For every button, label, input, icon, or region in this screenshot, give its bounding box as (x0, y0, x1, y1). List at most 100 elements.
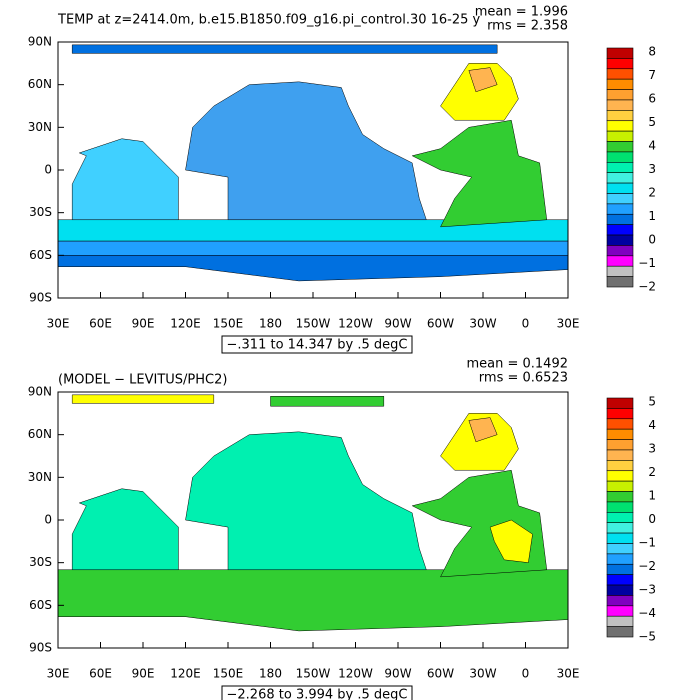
colorbar-box (606, 418, 634, 430)
colorbar-label: 7 (648, 68, 656, 82)
ocean-field (411, 119, 548, 228)
colorbar-label: −2 (638, 559, 656, 573)
colorbar-box (606, 99, 634, 111)
colorbar-box (606, 532, 634, 544)
x-tick-label: 30E (47, 667, 70, 681)
x-tick-label: 60W (427, 667, 454, 681)
x-tick-label: 60E (89, 667, 112, 681)
colorbar-box (606, 172, 634, 184)
colorbar-box (606, 162, 634, 173)
x-tick-label: 30W (469, 317, 496, 331)
y-tick-label: 90N (28, 385, 52, 399)
x-tick-label: 90W (384, 667, 411, 681)
x-tick-label: 150E (213, 317, 244, 331)
colorbar-label: 6 (648, 92, 656, 106)
x-tick-label: 30E (557, 667, 580, 681)
x-tick-label: 0 (522, 317, 530, 331)
x-tick-label: 180 (259, 317, 282, 331)
y-tick-label: 90S (29, 291, 52, 305)
x-tick-label: 120W (338, 667, 373, 681)
colorbar-box (606, 120, 634, 132)
colorbar-box (606, 110, 634, 122)
colorbar-box (606, 245, 634, 257)
colorbar-box (606, 543, 634, 555)
x-tick-label: 120E (170, 317, 201, 331)
colorbar-label: −1 (638, 256, 656, 270)
x-tick-label: 30E (557, 317, 580, 331)
colorbar-box (606, 605, 634, 617)
colorbar-label: 2 (648, 186, 656, 200)
y-tick-label: 90N (28, 35, 52, 49)
colorbar-box (606, 255, 634, 267)
colorbar-box (606, 501, 634, 513)
ocean-field (270, 396, 385, 407)
colorbar-box (606, 151, 634, 163)
ocean-field (440, 63, 519, 121)
range-box (221, 335, 413, 354)
colorbar-label: 2 (648, 465, 656, 479)
colorbar-box (606, 439, 634, 451)
x-tick-label: 30W (469, 667, 496, 681)
colorbar-label: 5 (648, 395, 656, 409)
colorbar-box (606, 408, 634, 420)
colorbar-box (606, 512, 634, 523)
x-tick-label: 120W (338, 317, 373, 331)
x-tick-label: 180 (259, 667, 282, 681)
x-tick-label: 60W (427, 317, 454, 331)
y-tick-label: 30S (29, 205, 52, 219)
ocean-field (468, 67, 498, 93)
colorbar-label: 0 (648, 233, 656, 247)
colorbar-box (606, 78, 634, 90)
y-tick-label: 60N (28, 427, 52, 441)
ocean-field (57, 569, 569, 632)
colorbar-label: 8 (648, 45, 656, 59)
colorbar-label: −4 (638, 606, 656, 620)
x-tick-label: 90E (132, 317, 155, 331)
colorbar-label: 3 (648, 442, 656, 456)
y-tick-label: 60N (28, 77, 52, 91)
y-tick-label: 60S (29, 248, 52, 262)
rms-label: rms = 0.6523 (479, 371, 568, 386)
colorbar-label: 5 (648, 115, 656, 129)
colorbar-box (606, 47, 634, 59)
x-tick-label: 150W (296, 317, 331, 331)
colorbar-label: 1 (648, 209, 656, 223)
ocean-field (71, 394, 215, 404)
ocean-field (57, 255, 569, 282)
colorbar-box (606, 574, 634, 586)
colorbar-box (606, 141, 634, 153)
colorbar-box (606, 428, 634, 440)
colorbar-box (606, 615, 634, 627)
ocean-field (440, 413, 519, 471)
colorbar-label: −3 (638, 583, 656, 597)
ocean-field (71, 488, 179, 571)
colorbar-label: −5 (638, 630, 656, 644)
colorbar-label: 1 (648, 489, 656, 503)
ocean-field (489, 519, 533, 563)
colorbar-label: 4 (648, 418, 656, 432)
x-tick-label: 30E (47, 317, 70, 331)
colorbar-box (606, 522, 634, 534)
colorbar-label: 0 (648, 512, 656, 526)
colorbar-box (606, 397, 634, 409)
y-tick-label: 0 (44, 163, 52, 177)
colorbar-box (606, 213, 634, 225)
x-tick-label: 90E (132, 667, 155, 681)
x-tick-label: 90W (384, 317, 411, 331)
colorbar-box (606, 449, 634, 461)
colorbar-label: 3 (648, 162, 656, 176)
ocean-field (185, 431, 427, 571)
colorbar-box (606, 89, 634, 101)
colorbar-box (606, 595, 634, 607)
colorbar-box (606, 130, 634, 142)
colorbar-box (606, 193, 634, 205)
range-label: −2.268 to 3.994 by .5 degC (227, 688, 408, 700)
colorbar-box (606, 276, 634, 288)
ocean-field (71, 44, 498, 54)
ocean-field (57, 240, 569, 256)
colorbar-box (606, 626, 634, 638)
x-tick-label: 0 (522, 667, 530, 681)
y-tick-label: 60S (29, 598, 52, 612)
colorbar-box (606, 265, 634, 277)
